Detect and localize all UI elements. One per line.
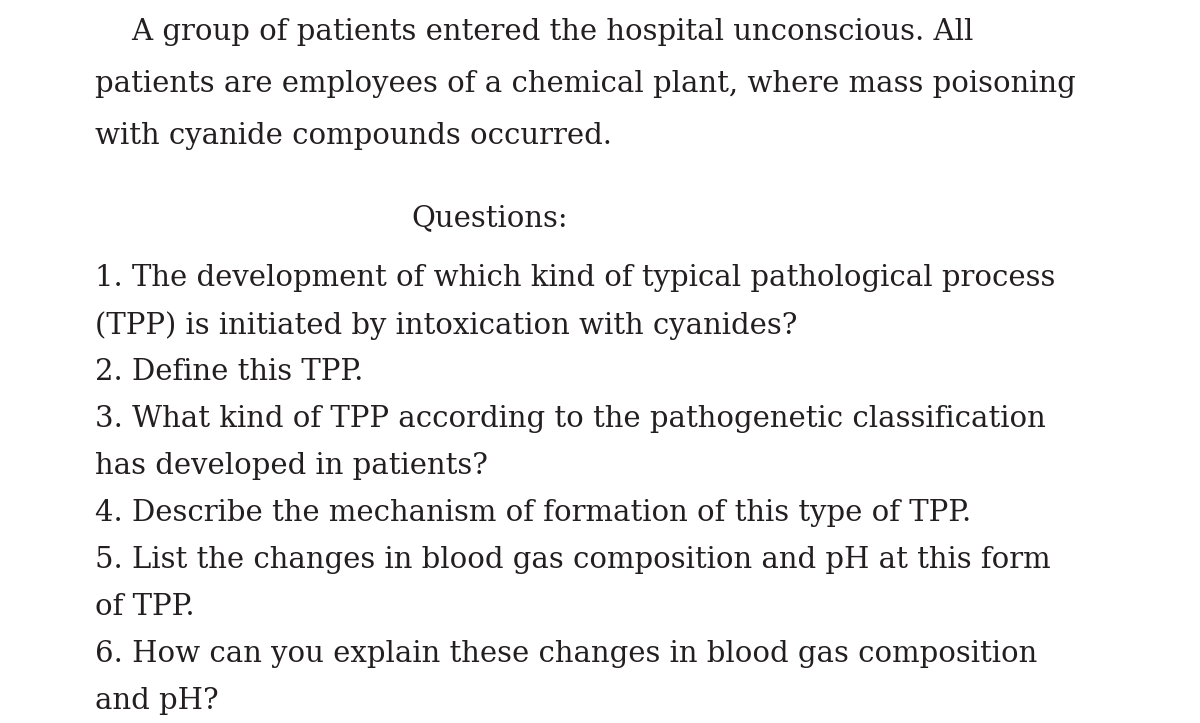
Text: 1. The development of which kind of typical pathological process: 1. The development of which kind of typi… (95, 264, 1055, 292)
Text: 3. What kind of TPP according to the pathogenetic classification: 3. What kind of TPP according to the pat… (95, 405, 1045, 433)
Text: patients are employees of a chemical plant, where mass poisoning: patients are employees of a chemical pla… (95, 70, 1075, 98)
Text: 6. How can you explain these changes in blood gas composition: 6. How can you explain these changes in … (95, 640, 1037, 668)
Text: 5. List the changes in blood gas composition and pH at this form: 5. List the changes in blood gas composi… (95, 546, 1051, 574)
Text: 4. Describe the mechanism of formation of this type of TPP.: 4. Describe the mechanism of formation o… (95, 499, 971, 527)
Text: Questions:: Questions: (412, 204, 569, 232)
Text: with cyanide compounds occurred.: with cyanide compounds occurred. (95, 122, 612, 150)
Text: of TPP.: of TPP. (95, 593, 194, 621)
Text: A group of patients entered the hospital unconscious. All: A group of patients entered the hospital… (95, 18, 973, 46)
Text: and pH?: and pH? (95, 687, 218, 715)
Text: (TPP) is initiated by intoxication with cyanides?: (TPP) is initiated by intoxication with … (95, 311, 797, 340)
Text: has developed in patients?: has developed in patients? (95, 452, 488, 480)
Text: 2. Define this TPP.: 2. Define this TPP. (95, 358, 364, 386)
